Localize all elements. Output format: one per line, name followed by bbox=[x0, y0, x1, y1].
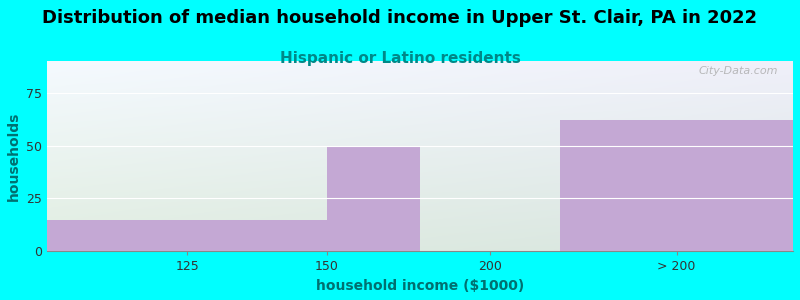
Bar bbox=[560, 120, 793, 251]
X-axis label: household income ($1000): household income ($1000) bbox=[316, 279, 524, 293]
Bar bbox=[47, 220, 327, 251]
Text: Distribution of median household income in Upper St. Clair, PA in 2022: Distribution of median household income … bbox=[42, 9, 758, 27]
Text: City-Data.com: City-Data.com bbox=[698, 67, 778, 76]
Bar bbox=[327, 146, 420, 251]
Y-axis label: households: households bbox=[7, 111, 21, 201]
Text: Hispanic or Latino residents: Hispanic or Latino residents bbox=[279, 51, 521, 66]
